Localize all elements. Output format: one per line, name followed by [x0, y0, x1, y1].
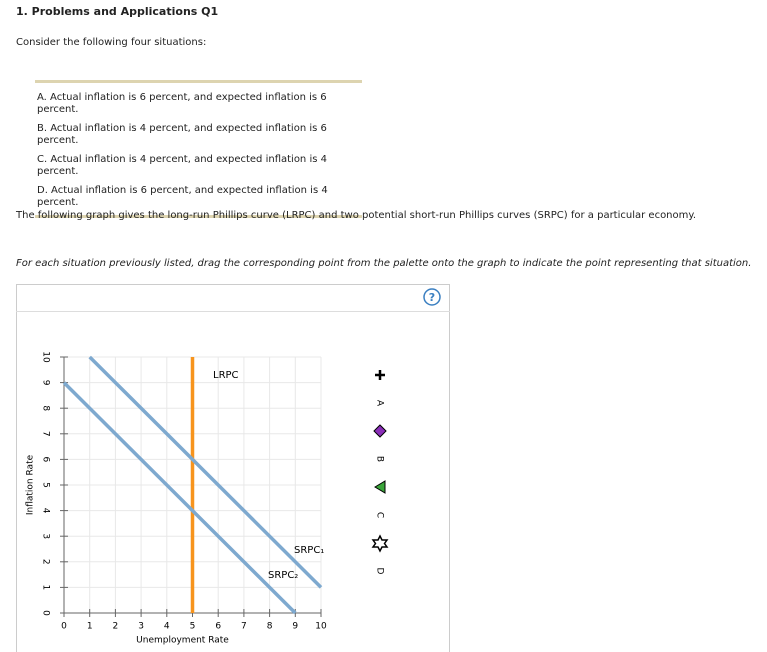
y-tick-label: 9	[41, 380, 51, 386]
x-tick-label: 1	[87, 622, 93, 632]
x-tick-label: 9	[292, 622, 298, 632]
x-tick-label: 2	[113, 622, 119, 632]
x-tick-label: 5	[190, 622, 196, 632]
panel-frame	[16, 284, 450, 652]
situation: D. Actual inflation is 6 percent, and ex…	[37, 185, 328, 208]
y-tick-label: 6	[41, 457, 51, 463]
question-title: 1. Problems and Applications Q1	[16, 5, 219, 18]
help-icon[interactable]: ?	[429, 291, 435, 304]
palette-label: C	[375, 512, 385, 518]
situation: A. Actual inflation is 6 percent, and ex…	[37, 92, 327, 115]
curve-label: SRPC₂	[268, 570, 298, 581]
x-tick-label: 10	[315, 622, 327, 632]
x-tick-label: 6	[215, 622, 221, 632]
instruction: For each situation previously listed, dr…	[16, 258, 752, 269]
situation-list: A. Actual inflation is 6 percent, and ex…	[35, 80, 362, 218]
x-tick-label: 0	[61, 622, 67, 632]
y-tick-label: 1	[41, 585, 51, 591]
palette-point[interactable]	[375, 370, 385, 380]
y-tick-label: 8	[41, 405, 51, 411]
help-button[interactable]	[423, 288, 441, 306]
x-axis-label: Unemployment Rate	[136, 636, 229, 646]
y-tick-label: 5	[41, 482, 51, 488]
x-tick-label: 8	[267, 622, 273, 632]
curve-label: LRPC	[213, 370, 239, 381]
palette-point[interactable]	[373, 424, 387, 438]
y-tick-label: 3	[40, 533, 50, 539]
x-tick-label: 3	[138, 622, 144, 632]
curve-label: SRPC₁	[294, 545, 324, 556]
palette-point[interactable]	[371, 534, 389, 553]
x-tick-label: 7	[241, 622, 247, 632]
palette-label: D	[375, 568, 385, 575]
y-tick-label: 10	[41, 351, 51, 363]
plot: 0 1 2 3 4 5 6 7 8 9 10 0 1 2 3 4 5 6 7 8 9 10 Unemployment Rat…	[26, 351, 389, 646]
situation: C. Actual inflation is 4 percent, and ex…	[37, 154, 327, 177]
palette-point[interactable]	[374, 480, 386, 494]
y-tick-label: 4	[41, 508, 51, 514]
graph-panel: ? 0 1 2 3 4 5 6 7 8 9 10 0 1 2 3 4 5 6 7 8 9 10 Unemployment R…	[16, 284, 450, 652]
situation: B. Actual inflation is 4 percent, and ex…	[37, 123, 327, 146]
series-line	[62, 381, 297, 615]
y-tick-label: 2	[41, 559, 51, 565]
y-tick-label: 7	[41, 431, 51, 437]
intro-text: Consider the following four situations:	[16, 37, 207, 48]
y-tick-label: 0	[41, 610, 51, 616]
palette-label: A	[375, 400, 385, 407]
graph-description: The following graph gives the long-run P…	[16, 210, 697, 221]
series-line	[88, 355, 323, 589]
palette-label: B	[375, 456, 385, 462]
y-axis-label: Inflation Rate	[26, 454, 36, 515]
x-tick-label: 4	[164, 622, 170, 632]
